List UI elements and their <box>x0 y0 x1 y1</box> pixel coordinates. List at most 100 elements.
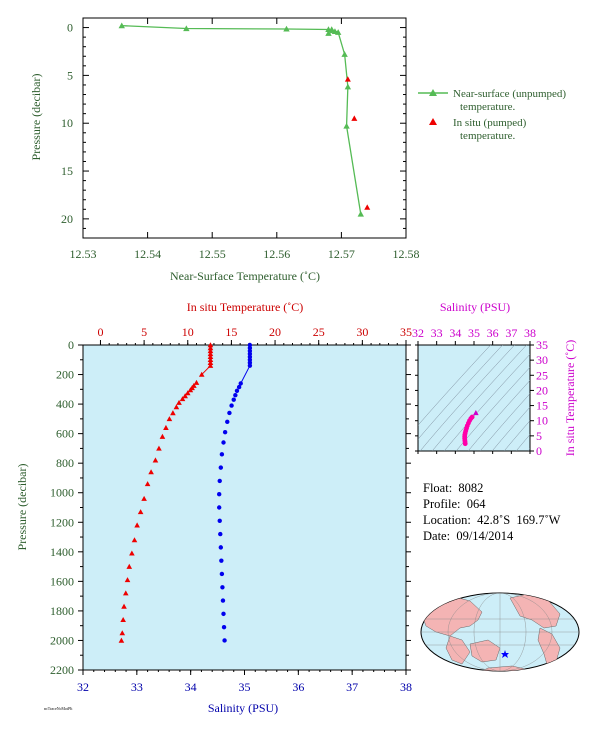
ts-x-tick-label: 36 <box>487 326 499 340</box>
top-y-tick-label: 15 <box>61 164 73 178</box>
temp-point <box>122 590 129 596</box>
top-y-tick-label: 5 <box>67 68 73 82</box>
salinity-tick-label: 35 <box>239 680 251 694</box>
temp-point <box>148 469 154 475</box>
profile-y-tick-label: 400 <box>56 397 74 411</box>
top-point-unpumped <box>344 83 352 90</box>
footer-tiny-label: ncTraceNcMotPlt <box>44 706 73 711</box>
legend-marker-unpumped <box>429 89 437 96</box>
temp-point <box>207 354 214 360</box>
temp-point <box>163 424 169 430</box>
salinity-tick-label: 32 <box>77 680 89 694</box>
ts-y-tick-label: 15 <box>536 399 548 413</box>
legend-label-pumped-2: temperature. <box>460 130 516 142</box>
temp-point <box>141 495 147 501</box>
ts-y-axis-label: In situ Temperature (˚C) <box>563 340 577 457</box>
ts-plot-frame <box>417 344 531 452</box>
salinity-point <box>234 388 240 393</box>
top-x-tick-label: 12.53 <box>70 247 97 261</box>
temp-tick-label: 20 <box>269 325 281 339</box>
top-point-pumped <box>351 115 358 121</box>
ts-density-contour <box>418 345 503 440</box>
salinity-tick-label: 38 <box>400 680 412 694</box>
temp-point <box>144 481 151 487</box>
ts-x-tick-label: 32 <box>412 326 424 340</box>
temp-point <box>207 342 214 348</box>
top-point-unpumped <box>283 25 290 32</box>
temp-point <box>124 577 131 583</box>
top-plot-frame <box>82 17 407 239</box>
temp-point <box>119 630 126 636</box>
profile-y-tick-label: 1000 <box>50 486 74 500</box>
profile-y-tick-label: 2200 <box>50 663 74 677</box>
ts-y-tick-label: 25 <box>536 368 548 382</box>
profile-axis-ticks: 0 5 10 15 20 25 30 35 32 33 34 35 36 37 38 0 200 400 600 80… <box>50 325 412 694</box>
salinity-point <box>216 492 222 497</box>
temp-point <box>170 410 176 416</box>
salinity-point <box>219 571 225 577</box>
top-y-tick-label: 0 <box>67 21 73 35</box>
ts-y-tick-label: 30 <box>536 353 548 367</box>
temp-point <box>152 457 159 463</box>
temp-point <box>134 522 140 528</box>
date: Date: 09/14/2014 <box>423 529 514 543</box>
legend-label-unpumped-1: Near-surface (unpumped) <box>453 88 566 100</box>
salinity-point <box>221 611 226 617</box>
ts-density-contour <box>515 434 530 451</box>
temp-tick-label: 25 <box>313 325 325 339</box>
temp-point <box>118 637 125 643</box>
top-y-tick-label: 10 <box>61 116 73 130</box>
top-x-tick-label: 12.58 <box>393 247 420 261</box>
top-series-group <box>118 22 371 217</box>
temp-point <box>207 348 214 354</box>
salinity-point <box>218 531 223 537</box>
top-x-axis-label: Near-Surface Temperature (˚C) <box>170 269 320 283</box>
salinity-point <box>220 585 225 590</box>
salinity-point <box>222 429 228 435</box>
legend-label-pumped-1: In situ (pumped) <box>453 117 527 129</box>
top-point-unpumped <box>328 26 335 33</box>
temp-point <box>207 351 214 357</box>
profile-y-axis-label: Pressure (decibar) <box>15 464 29 551</box>
salinity-point <box>238 381 243 386</box>
profile-y-tick-label: 1600 <box>50 574 74 588</box>
temp-point <box>184 390 191 396</box>
map-graticule <box>421 593 579 671</box>
temp-point <box>193 379 200 385</box>
salinity-point <box>227 410 232 416</box>
temp-point <box>179 396 186 402</box>
profile-y-tick-label: 1800 <box>50 604 74 618</box>
top-y-tick-label: 20 <box>61 212 73 226</box>
profile-number: Profile: 064 <box>423 497 486 511</box>
temp-point <box>137 509 144 515</box>
temp-point <box>207 362 214 368</box>
temp-tick-label: 35 <box>400 325 412 339</box>
salinity-point <box>236 384 242 390</box>
ts-y-tick-label: 5 <box>536 429 542 443</box>
profile-y-tick-label: 0 <box>68 338 74 352</box>
temp-tick-label: 15 <box>225 325 237 339</box>
salinity-tick-label: 37 <box>346 680 358 694</box>
legend-label-unpumped-2: temperature. <box>460 101 516 113</box>
float-id: Float: 8082 <box>423 481 484 495</box>
profile-chart: 0 5 10 15 20 25 30 35 32 33 34 35 36 37 38 0 200 400 600 80… <box>15 300 412 715</box>
profile-y-tick-label: 1200 <box>50 515 74 529</box>
location-map <box>420 592 580 672</box>
temp-point <box>198 371 205 377</box>
temp-point <box>166 416 173 422</box>
ts-title: Salinity (PSU) <box>440 300 510 314</box>
temp-point <box>156 445 162 451</box>
ts-series-group <box>462 410 479 447</box>
salinity-point <box>225 419 230 425</box>
salinity-point <box>218 545 224 550</box>
salinity-point <box>216 505 222 510</box>
top-point-unpumped <box>343 122 350 129</box>
ts-density-contours <box>418 345 530 451</box>
profile-bottom-axis-label: Salinity (PSU) <box>208 701 278 715</box>
top-x-tick-label: 12.57 <box>328 247 355 261</box>
temp-point <box>207 345 214 351</box>
temp-point <box>131 537 138 543</box>
